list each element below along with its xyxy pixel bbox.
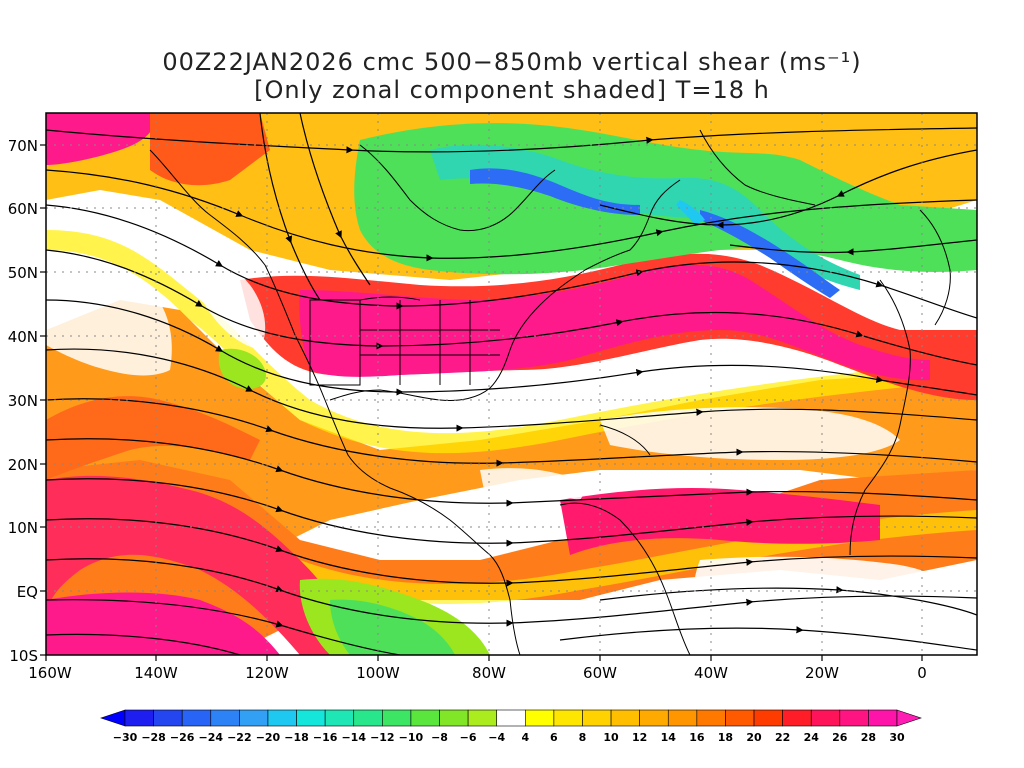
lon-label: 160W xyxy=(28,664,72,682)
colorbar-swatch xyxy=(696,709,726,727)
colorbar-swatch xyxy=(382,709,412,727)
colorbar-swatch xyxy=(410,709,440,727)
colorbar-label: 22 xyxy=(775,731,790,744)
colorbar-swatch xyxy=(496,709,526,727)
colorbar-swatch xyxy=(810,709,841,727)
colorbar-label: 24 xyxy=(804,731,820,744)
map-frame xyxy=(45,112,978,656)
colorbar-swatch xyxy=(153,709,183,727)
lon-label: 80W xyxy=(472,664,506,682)
colorbar-swatch xyxy=(524,709,555,727)
colorbar-label: −18 xyxy=(284,731,309,744)
colorbar-label: 26 xyxy=(832,731,848,744)
colorbar-swatch xyxy=(124,709,154,727)
lon-label: 100W xyxy=(356,664,400,682)
colorbar-swatch xyxy=(839,709,869,727)
lat-label: 60N xyxy=(8,200,38,218)
colorbar-swatch xyxy=(782,709,812,727)
lon-label: 120W xyxy=(245,664,289,682)
colorbar-swatch xyxy=(467,709,498,727)
colorbar-swatch xyxy=(353,709,383,727)
axis-ticks xyxy=(40,144,923,661)
shear-field xyxy=(46,113,977,655)
longitude-labels: 160W 140W 120W 100W 80W 60W 40W 20W 0 xyxy=(28,664,927,682)
lat-label: 70N xyxy=(8,137,38,155)
colorbar-label: −24 xyxy=(199,731,224,744)
colorbar-swatch xyxy=(553,709,583,727)
colorbar-label: −12 xyxy=(370,731,395,744)
colorbar-swatch xyxy=(296,709,326,727)
lat-label: 10N xyxy=(8,519,38,537)
colorbar-swatch xyxy=(324,709,355,727)
colorbar-label: 20 xyxy=(746,731,762,744)
colorbar-label: −22 xyxy=(227,731,252,744)
colorbar-label: 28 xyxy=(861,731,876,744)
colorbar-label: −10 xyxy=(399,731,424,744)
colorbar-swatch xyxy=(667,709,698,727)
title-line-2: [Only zonal component shaded] T=18 h xyxy=(254,76,770,104)
colorbar-label: −26 xyxy=(170,731,195,744)
easterly-blue-core xyxy=(470,168,640,215)
colorbar-label: 8 xyxy=(579,731,587,744)
colorbar-swatch xyxy=(753,709,783,727)
colorbar-label: 30 xyxy=(889,731,905,744)
colorbar-label: −16 xyxy=(313,731,338,744)
streamlines xyxy=(46,113,977,655)
lat-label: 50N xyxy=(8,264,38,282)
lon-label: 60W xyxy=(583,664,617,682)
colorbar-label: −6 xyxy=(460,731,477,744)
colorbar-swatch xyxy=(639,709,669,727)
colorbar-label: −28 xyxy=(141,731,166,744)
colorbar-swatch xyxy=(439,709,469,727)
colorbar-swatch xyxy=(582,709,612,727)
colorbar-swatch xyxy=(725,709,755,727)
title-line-1: 00Z22JAN2026 cmc 500−850mb vertical shea… xyxy=(162,48,862,76)
colorbar-arrow-right xyxy=(896,709,922,727)
lon-label: 20W xyxy=(805,664,839,682)
colorbar-swatch xyxy=(267,709,297,727)
colorbar-label: 18 xyxy=(718,731,733,744)
lat-label: 20N xyxy=(8,456,38,474)
lon-label: 40W xyxy=(694,664,728,682)
colorbar-arrow-left xyxy=(100,709,126,727)
colorbar-swatch xyxy=(181,709,212,727)
colorbar-label: 12 xyxy=(632,731,647,744)
colorbar-label: 16 xyxy=(689,731,705,744)
latitude-labels: 70N 60N 50N 40N 30N 20N 10N EQ 10S xyxy=(8,137,38,665)
colorbar-label: 10 xyxy=(603,731,619,744)
colorbar-swatch xyxy=(868,709,898,727)
colorbar-label: −8 xyxy=(431,731,448,744)
colorbar-label: −30 xyxy=(113,731,138,744)
colorbar-label: −20 xyxy=(256,731,281,744)
colorbar-swatch xyxy=(610,709,640,727)
lat-label: 40N xyxy=(8,328,38,346)
colorbar: −30 −28 −26 −24 −22 −20 −18 −16 −14 −12 −10 −8 −6 −4 4… xyxy=(100,709,922,744)
lat-label: 30N xyxy=(8,392,38,410)
lon-label: 140W xyxy=(134,664,178,682)
lat-label: 10S xyxy=(9,647,38,665)
colorbar-label: 6 xyxy=(550,731,558,744)
colorbar-label: −14 xyxy=(341,731,366,744)
colorbar-swatch xyxy=(239,709,269,727)
colorbar-swatch xyxy=(210,709,240,727)
colorbar-label: 4 xyxy=(521,731,529,744)
graticule xyxy=(46,113,977,655)
lon-label: 0 xyxy=(917,664,927,682)
lat-label: EQ xyxy=(17,583,38,601)
colorbar-label: −4 xyxy=(488,731,505,744)
colorbar-label: 14 xyxy=(661,731,677,744)
